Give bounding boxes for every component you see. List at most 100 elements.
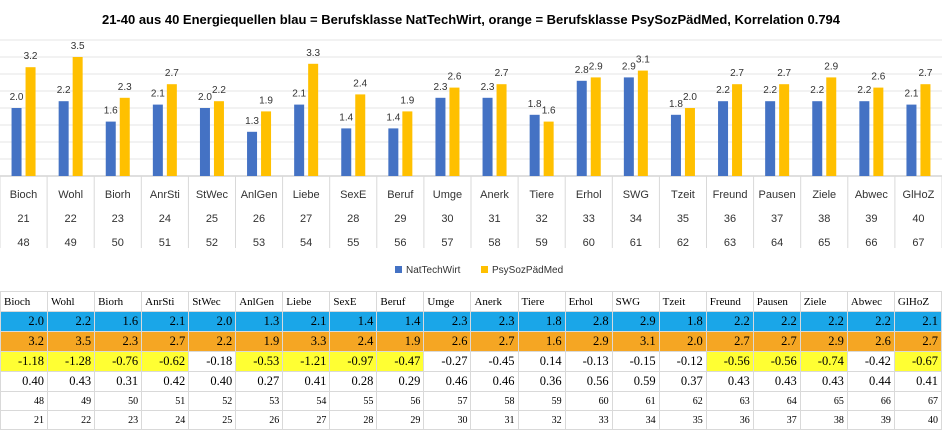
- table-cell: Tiere: [517, 291, 566, 312]
- table-cell: 0.27: [235, 371, 284, 392]
- table-cell: 0.36: [517, 371, 566, 392]
- table-cell: -0.74: [799, 351, 848, 372]
- table-cell: 2.0: [658, 331, 707, 352]
- category-label: Tiere: [529, 189, 554, 201]
- bar-nattechwirt: [670, 114, 681, 176]
- table-cell: 39: [846, 410, 895, 430]
- value-label-orange: 2.6: [447, 72, 461, 83]
- table-cell: 33: [564, 410, 613, 430]
- table-cell: 40: [893, 410, 942, 430]
- bar-nattechwirt: [294, 104, 305, 176]
- table-cell: 38: [799, 410, 848, 430]
- table-cell: 2.0: [188, 311, 237, 332]
- bar-chart: 2.03.22.23.51.62.32.12.72.02.21.31.92.13…: [0, 39, 942, 276]
- table-cell: 26: [235, 410, 284, 430]
- table-cell: 25: [188, 410, 237, 430]
- table-cell: 21: [0, 410, 49, 430]
- value-label-blue: 2.9: [622, 61, 636, 72]
- table-cell: 2.8: [564, 311, 613, 332]
- table-cell: 0.28: [329, 371, 378, 392]
- table-cell: -0.12: [658, 351, 707, 372]
- table-cell: -0.42: [846, 351, 895, 372]
- id-row: 48 49 50 51 52 53 54 55 56 57 58 59 60 61 62 63 64 65 66 67: [0, 391, 942, 411]
- table-cell: -0.67: [893, 351, 942, 372]
- table-cell: -0.76: [94, 351, 143, 372]
- category-id: 55: [347, 237, 359, 249]
- category-label: Wohl: [58, 189, 83, 201]
- table-cell: 0.43: [799, 371, 848, 392]
- category-label: Anerk: [480, 189, 509, 201]
- category-number: 31: [488, 213, 500, 225]
- category-number: 36: [724, 213, 736, 225]
- table-cell: Biorh: [94, 291, 143, 312]
- table-cell: 64: [752, 391, 801, 411]
- bar-psysozpaedmed: [449, 87, 460, 176]
- value-label-orange: 2.6: [871, 72, 885, 83]
- table-cell: 51: [141, 391, 190, 411]
- table-cell: 0.59: [611, 371, 660, 392]
- category-label: AnrSti: [150, 189, 180, 201]
- table-cell: 0.43: [752, 371, 801, 392]
- category-number: 21: [17, 213, 29, 225]
- table-cell: 28: [329, 410, 378, 430]
- category-number: 23: [112, 213, 124, 225]
- category-number: 24: [159, 213, 171, 225]
- table-cell: 36: [705, 410, 754, 430]
- table-cell: 66: [846, 391, 895, 411]
- legend-swatch-blue: [395, 266, 402, 273]
- table-cell: 0.46: [470, 371, 519, 392]
- value-label-blue: 1.8: [528, 99, 542, 110]
- value-label-orange: 2.4: [353, 78, 367, 89]
- table-cell: 2.7: [752, 331, 801, 352]
- category-number: 35: [677, 213, 689, 225]
- table-cell: 2.2: [846, 311, 895, 332]
- bar-nattechwirt: [435, 97, 446, 176]
- correlation-row: 0.40 0.43 0.31 0.42 0.40 0.27 0.41 0.28 0.29 0.46…: [0, 371, 942, 392]
- value-label-blue: 1.8: [669, 99, 683, 110]
- table-cell: -0.47: [376, 351, 425, 372]
- table-cell: 31: [470, 410, 519, 430]
- table-cell: 1.8: [517, 311, 566, 332]
- bar-nattechwirt: [341, 128, 352, 176]
- bar-psysozpaedmed: [25, 67, 36, 176]
- value-label-orange: 2.9: [824, 61, 838, 72]
- category-number: 38: [818, 213, 830, 225]
- table-cell: 57: [423, 391, 472, 411]
- bar-psysozpaedmed: [920, 84, 931, 176]
- category-number: 30: [441, 213, 453, 225]
- table-cell: 1.9: [235, 331, 284, 352]
- table-cell: Umge: [423, 291, 472, 312]
- table-cell: AnrSti: [141, 291, 190, 312]
- table-cell: 2.3: [423, 311, 472, 332]
- legend: NatTechWirt PsySozPädMed: [395, 265, 563, 276]
- table-cell: 53: [235, 391, 284, 411]
- table-cell: 3.3: [282, 331, 331, 352]
- legend-swatch-orange: [481, 266, 488, 273]
- table-cell: -1.28: [47, 351, 96, 372]
- value-label-blue: 2.2: [716, 85, 730, 96]
- table-cell: 0.56: [564, 371, 613, 392]
- category-label: GlHoZ: [903, 189, 935, 201]
- table-cell: Bioch: [0, 291, 49, 312]
- value-label-orange: 2.9: [589, 61, 603, 72]
- category-number: 29: [394, 213, 406, 225]
- value-label-blue: 2.3: [481, 82, 495, 93]
- psysozpaedmed-row: 3.2 3.5 2.3 2.7 2.2 1.9 3.3 2.4 1.9 2.6 2.7 1.6 2.9 3…: [0, 331, 942, 352]
- table-cell: 48: [0, 391, 49, 411]
- category-label: Bioch: [10, 189, 38, 201]
- bar-nattechwirt: [388, 128, 399, 176]
- category-id: 61: [630, 237, 642, 249]
- bar-nattechwirt: [11, 108, 22, 176]
- bar-psysozpaedmed: [779, 84, 790, 176]
- number-row: 21 22 23 24 25 26 27 28 29 30 31 32 33 34 35 36 37 38 39 40: [0, 410, 942, 430]
- gridlines: [0, 39, 942, 248]
- table-cell: -0.45: [470, 351, 519, 372]
- table-cell: 58: [470, 391, 519, 411]
- bar-psysozpaedmed: [213, 101, 224, 176]
- table-cell: 3.2: [0, 331, 49, 352]
- value-label-blue: 2.3: [433, 82, 447, 93]
- category-id: 48: [17, 237, 29, 249]
- table-cell: SexE: [329, 291, 378, 312]
- bar-psysozpaedmed: [72, 57, 83, 176]
- table-cell: Beruf: [376, 291, 425, 312]
